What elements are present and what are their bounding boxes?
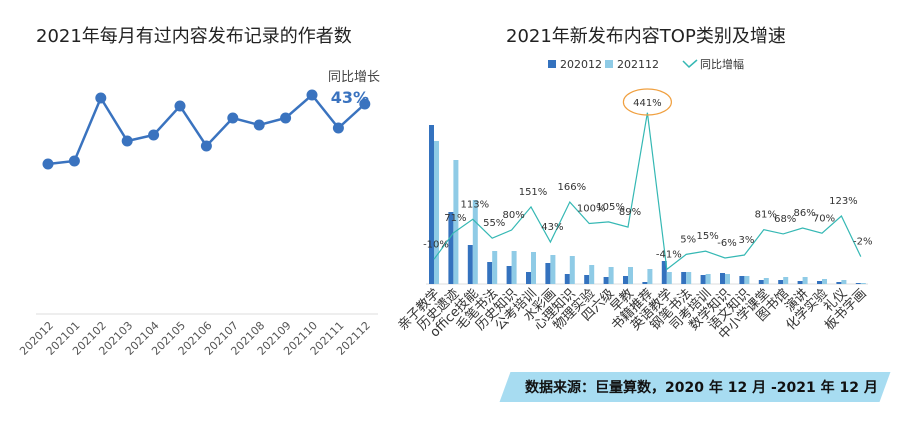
- growth-label: 113%: [461, 199, 490, 210]
- bar-202112: [569, 256, 575, 284]
- legend-swatch-202112: [605, 60, 613, 68]
- bar-202012: [778, 280, 784, 284]
- bar-202112: [589, 265, 595, 284]
- bar-202112: [434, 141, 439, 284]
- bar-202012: [700, 275, 706, 284]
- growth-label: 100%: [577, 204, 606, 215]
- bar-202012: [642, 282, 648, 284]
- growth-label: 86%: [793, 208, 815, 219]
- data-point: [68, 155, 80, 167]
- annotation-label: 同比增长: [328, 70, 380, 85]
- bar-202112: [511, 251, 517, 284]
- bar-202012: [681, 272, 687, 284]
- growth-label: 5%: [680, 234, 696, 245]
- data-point: [95, 92, 107, 104]
- growth-label: -6%: [717, 238, 736, 249]
- data-point: [359, 98, 371, 110]
- data-point: [280, 112, 292, 124]
- bar-202012: [720, 273, 725, 284]
- bar-202112: [705, 274, 711, 284]
- growth-label: 105%: [596, 202, 625, 213]
- bar-202012: [797, 281, 803, 284]
- data-point: [227, 112, 239, 124]
- data-point: [148, 129, 160, 141]
- annotation-value: 43%: [331, 88, 369, 107]
- bar-202112: [550, 255, 556, 284]
- data-point: [42, 158, 54, 170]
- growth-label: 81%: [755, 210, 777, 221]
- growth-label: -2%: [853, 237, 872, 248]
- legend-label: 同比增幅: [700, 57, 744, 71]
- highlight-ellipse: [622, 88, 673, 116]
- growth-label: 3%: [738, 235, 754, 246]
- bar-202112: [802, 277, 808, 284]
- bar-202112: [841, 280, 847, 284]
- bar-202112: [647, 269, 653, 284]
- bar-202012: [545, 263, 551, 284]
- bar-202012: [584, 275, 590, 284]
- growth-label: 15%: [696, 231, 718, 242]
- growth-label: 89%: [619, 207, 641, 218]
- bar-202112: [744, 276, 750, 284]
- growth-label: 151%: [519, 187, 548, 198]
- data-point: [306, 89, 318, 101]
- bar-202112: [492, 251, 498, 284]
- bar-202012: [855, 283, 861, 284]
- growth-label: 55%: [483, 218, 505, 229]
- bar-202112: [628, 267, 633, 284]
- right-chart-title: 2021年新发布内容TOP类别及增速: [506, 26, 786, 47]
- legend-label: 202012: [560, 58, 602, 71]
- bar-202012: [623, 276, 628, 284]
- bar-202012: [467, 245, 473, 284]
- growth-label: 441%: [633, 98, 662, 109]
- growth-label: 68%: [774, 214, 796, 225]
- growth-label: 123%: [829, 196, 858, 207]
- bar-202012: [526, 272, 531, 284]
- bar-202012: [817, 281, 822, 284]
- legend-swatch-202012: [548, 60, 556, 68]
- bar-202112: [822, 279, 827, 284]
- data-point: [121, 135, 133, 147]
- bar-202012: [739, 276, 745, 284]
- growth-label: 80%: [502, 210, 524, 221]
- series-line: [47, 93, 366, 166]
- bar-202012: [564, 274, 570, 284]
- bar-202112: [686, 272, 692, 284]
- growth-line: [433, 112, 862, 271]
- growth-label: -41%: [656, 249, 682, 260]
- growth-label: 71%: [444, 213, 466, 224]
- bar-202012: [836, 282, 842, 284]
- bar-202012: [661, 261, 667, 284]
- growth-label: 70%: [813, 213, 835, 224]
- legend-line-icon: [682, 59, 698, 69]
- data-point: [200, 140, 212, 152]
- growth-label: -10%: [423, 239, 449, 250]
- bar-202012: [506, 266, 512, 284]
- data-point: [332, 122, 344, 134]
- bar-202012: [487, 262, 493, 284]
- bar-202112: [472, 200, 478, 284]
- growth-label: 166%: [558, 182, 587, 193]
- source-text: 数据来源：巨量算数，2020 年 12 月 -2021 年 12 月: [525, 380, 878, 396]
- data-point: [174, 100, 186, 112]
- bar-202112: [608, 267, 614, 284]
- bar-202012: [758, 280, 764, 284]
- bar-202112: [763, 278, 769, 284]
- data-point: [253, 119, 265, 131]
- bar-202112: [783, 277, 789, 284]
- bar-202112: [531, 252, 536, 284]
- bar-202012: [448, 212, 454, 284]
- left-chart-title: 2021年每月有过内容发布记录的作者数: [36, 26, 352, 47]
- bar-202012: [603, 277, 609, 284]
- legend-label: 202112: [617, 58, 659, 71]
- growth-label: 43%: [541, 222, 563, 233]
- bar-202112: [725, 274, 730, 284]
- bar-202112: [860, 283, 866, 284]
- bar-202112: [453, 160, 459, 284]
- bar-202012: [429, 125, 434, 284]
- bar-202112: [666, 272, 672, 284]
